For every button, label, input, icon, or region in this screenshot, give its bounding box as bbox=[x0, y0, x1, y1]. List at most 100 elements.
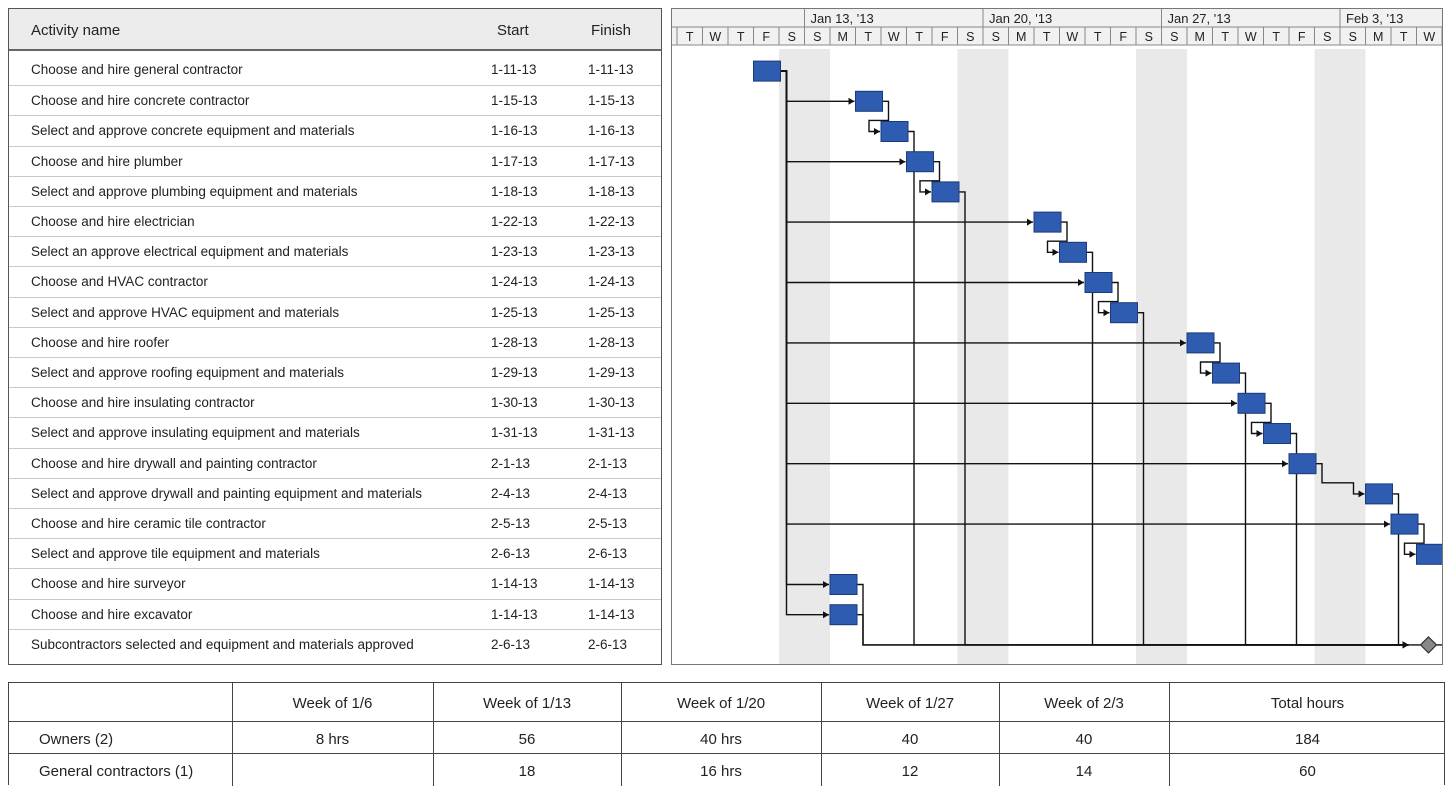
table-row[interactable]: Choose and hire ceramic tile contractor 2… bbox=[9, 508, 661, 539]
table-row[interactable]: Select and approve insulating equipment … bbox=[9, 417, 661, 448]
task-bar bbox=[855, 90, 883, 112]
table-row[interactable]: Choose and hire general contractor 1-11-1… bbox=[9, 55, 661, 85]
table-row[interactable]: Subcontractors selected and equipment an… bbox=[9, 628, 661, 660]
start-date-cell: 1-30-13 bbox=[491, 395, 538, 411]
day-label: T bbox=[915, 30, 923, 44]
hours-row-label: Owners (2) bbox=[39, 731, 114, 748]
table-row[interactable]: Choose and hire excavator 1-14-13 1-14-13 bbox=[9, 598, 661, 630]
dependency-arrow bbox=[1078, 279, 1084, 286]
hours-value-cell: 16 hrs bbox=[700, 763, 742, 780]
dependency-arrow bbox=[1358, 490, 1365, 498]
table-row[interactable]: Choose and hire roofer 1-28-13 1-28-13 bbox=[9, 326, 661, 358]
day-label: S bbox=[1349, 30, 1357, 44]
day-label: S bbox=[813, 30, 821, 44]
week-label: Feb 3, '13 bbox=[1346, 11, 1403, 26]
task-bar bbox=[829, 574, 858, 595]
week-label: Jan 20, '13 bbox=[989, 11, 1052, 26]
start-date-cell: 1-24-13 bbox=[491, 274, 538, 290]
day-label: T bbox=[1094, 30, 1102, 44]
finish-date-cell: 1-17-13 bbox=[588, 153, 635, 169]
task-bar bbox=[880, 121, 909, 142]
task-bar bbox=[1033, 211, 1062, 233]
day-label: F bbox=[762, 30, 770, 44]
task-bar bbox=[931, 181, 960, 203]
finish-date-cell: 2-6-13 bbox=[588, 546, 628, 562]
start-date-cell: 2-1-13 bbox=[491, 455, 531, 471]
hours-column-header: Week of 1/13 bbox=[482, 695, 572, 712]
table-row[interactable]: Choose and HVAC contractor 1-24-13 1-24-13 bbox=[9, 266, 661, 297]
finish-date-cell: 2-4-13 bbox=[588, 485, 628, 501]
table-row[interactable]: Select and approve drywall and painting … bbox=[9, 477, 661, 509]
hours-column-header: Week of 1/20 bbox=[676, 695, 766, 712]
hours-value-cell: 184 bbox=[1294, 731, 1321, 748]
table-row[interactable]: Choose and hire plumber 1-17-13 1-17-13 bbox=[9, 145, 661, 177]
weekend-band bbox=[779, 49, 830, 664]
dependency-arrow bbox=[1052, 248, 1059, 256]
activity-name-cell: Select and approve HVAC equipment and ma… bbox=[31, 304, 340, 320]
hours-column-header: Week of 1/6 bbox=[292, 695, 373, 712]
start-date-cell: 2-4-13 bbox=[491, 485, 531, 501]
table-row[interactable]: Select and approve roofing equipment and… bbox=[9, 357, 661, 388]
dependency-arrow bbox=[1231, 399, 1237, 407]
finish-date-cell: 1-30-13 bbox=[588, 395, 635, 411]
start-date-cell: 1-29-13 bbox=[491, 365, 538, 380]
start-date-cell: 1-17-13 bbox=[491, 153, 538, 169]
dependency-arrow bbox=[899, 158, 906, 166]
milestone-diamond bbox=[1419, 636, 1438, 654]
weekend-band bbox=[957, 49, 1009, 664]
activity-name-cell: Choose and hire plumber bbox=[31, 153, 183, 169]
column-divider bbox=[621, 683, 622, 786]
activity-name-cell: Select and approve roofing equipment and… bbox=[31, 365, 344, 380]
finish-date-cell: 1-25-13 bbox=[588, 304, 635, 320]
table-row[interactable]: Choose and hire drywall and painting con… bbox=[9, 447, 661, 479]
finish-date-cell: 1-18-13 bbox=[588, 183, 635, 199]
day-label: S bbox=[1145, 30, 1153, 44]
day-label: S bbox=[1170, 30, 1178, 44]
day-label: T bbox=[686, 30, 694, 44]
hours-value-cell: 40 hrs bbox=[700, 731, 742, 748]
day-label: T bbox=[1272, 30, 1280, 44]
table-row[interactable]: Choose and hire insulating contractor 1-3… bbox=[9, 387, 661, 418]
hours-value-cell: 56 bbox=[518, 731, 536, 748]
gantt-chart: TWTFSSMTWTFSSMTWTFSSMTWTFSSMTWTJan 13, '… bbox=[671, 8, 1443, 665]
dependency-link bbox=[780, 70, 1288, 465]
start-date-cell: 1-22-13 bbox=[491, 214, 538, 229]
table-row[interactable]: Select and approve concrete equipment an… bbox=[9, 115, 661, 146]
finish-date-cell: 1-15-13 bbox=[588, 93, 635, 109]
day-label: F bbox=[1298, 30, 1306, 44]
task-bar bbox=[1416, 543, 1442, 565]
task-bar bbox=[829, 604, 858, 626]
day-label: S bbox=[1323, 30, 1331, 44]
column-divider bbox=[433, 683, 434, 786]
table-row[interactable]: Select and approve plumbing equipment an… bbox=[9, 175, 661, 207]
activity-table: Activity name Start Finish Choose and hi… bbox=[8, 8, 662, 665]
table-row[interactable]: Choose and hire surveyor 1-14-13 1-14-13 bbox=[9, 568, 661, 599]
start-date-cell: 1-15-13 bbox=[491, 93, 538, 109]
column-divider bbox=[999, 683, 1000, 786]
finish-date-cell: 1-23-13 bbox=[588, 244, 635, 260]
hours-column-header: Total hours bbox=[1270, 695, 1345, 712]
table-row[interactable]: Choose and hire electrician 1-22-13 1-22-1… bbox=[9, 206, 661, 237]
activity-name-cell: Choose and hire insulating contractor bbox=[31, 395, 255, 411]
table-row[interactable]: Select an approve electrical equipment a… bbox=[9, 236, 661, 267]
start-date-cell: 1-14-13 bbox=[491, 576, 538, 592]
dependency-arrow bbox=[1205, 369, 1212, 377]
activity-table-header: Activity name Start Finish bbox=[9, 9, 661, 51]
dependency-arrow bbox=[1409, 550, 1416, 558]
hours-column-header: Week of 1/27 bbox=[865, 695, 955, 712]
row-divider bbox=[9, 721, 1444, 722]
task-bar bbox=[1186, 332, 1215, 354]
dependency-link bbox=[1408, 644, 1442, 646]
table-row[interactable]: Choose and hire concrete contractor 1-15-… bbox=[9, 85, 661, 116]
hours-row-label: General contractors (1) bbox=[39, 763, 194, 780]
table-row[interactable]: Select and approve tile equipment and ma… bbox=[9, 538, 661, 569]
start-date-cell: 1-25-13 bbox=[491, 304, 538, 320]
hours-value-cell: 60 bbox=[1299, 763, 1316, 780]
table-row[interactable]: Select and approve HVAC equipment and ma… bbox=[9, 296, 661, 328]
day-label: T bbox=[864, 30, 872, 44]
column-divider bbox=[232, 683, 233, 786]
start-header: Start bbox=[497, 22, 529, 39]
finish-date-cell: 1-24-13 bbox=[588, 274, 635, 290]
start-date-cell: 1-16-13 bbox=[491, 123, 538, 139]
activity-name-header: Activity name bbox=[31, 22, 121, 39]
